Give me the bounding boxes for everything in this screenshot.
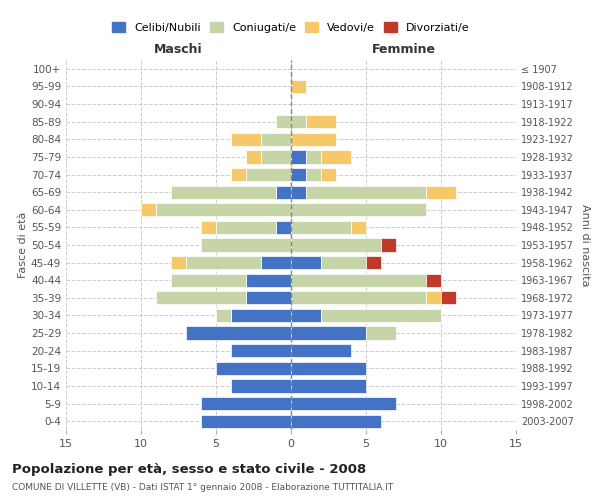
Bar xyxy=(276,221,291,234)
Bar xyxy=(291,362,366,375)
Bar xyxy=(216,221,276,234)
Bar xyxy=(291,291,426,304)
Bar xyxy=(381,238,396,252)
Bar xyxy=(291,80,306,93)
Bar xyxy=(291,132,336,146)
Bar xyxy=(231,309,291,322)
Text: COMUNE DI VILLETTE (VB) - Dati ISTAT 1° gennaio 2008 - Elaborazione TUTTITALIA.I: COMUNE DI VILLETTE (VB) - Dati ISTAT 1° … xyxy=(12,482,393,492)
Bar xyxy=(426,291,441,304)
Bar xyxy=(201,221,216,234)
Bar xyxy=(201,414,291,428)
Bar xyxy=(171,274,246,287)
Bar xyxy=(306,168,321,181)
Bar xyxy=(321,256,366,269)
Bar xyxy=(291,397,396,410)
Bar xyxy=(231,344,291,358)
Legend: Celibi/Nubili, Coniugati/e, Vedovi/e, Divorziati/e: Celibi/Nubili, Coniugati/e, Vedovi/e, Di… xyxy=(108,18,474,37)
Text: Maschi: Maschi xyxy=(154,44,203,57)
Bar xyxy=(261,132,291,146)
Bar xyxy=(246,291,291,304)
Bar xyxy=(246,150,261,164)
Bar xyxy=(156,203,291,216)
Bar xyxy=(291,186,306,198)
Bar xyxy=(246,274,291,287)
Bar xyxy=(231,168,246,181)
Bar xyxy=(351,221,366,234)
Bar xyxy=(276,186,291,198)
Bar xyxy=(186,326,291,340)
Bar xyxy=(216,309,231,322)
Bar xyxy=(231,380,291,392)
Bar xyxy=(171,256,186,269)
Bar xyxy=(291,309,321,322)
Bar xyxy=(171,186,276,198)
Bar xyxy=(306,186,426,198)
Text: Femmine: Femmine xyxy=(371,44,436,57)
Bar xyxy=(201,397,291,410)
Bar xyxy=(366,326,396,340)
Bar xyxy=(291,150,306,164)
Bar xyxy=(291,203,426,216)
Bar xyxy=(321,168,336,181)
Bar xyxy=(186,256,261,269)
Bar xyxy=(441,291,456,304)
Bar xyxy=(276,115,291,128)
Bar xyxy=(291,256,321,269)
Bar xyxy=(141,203,156,216)
Y-axis label: Anni di nascita: Anni di nascita xyxy=(580,204,590,286)
Bar xyxy=(231,132,261,146)
Bar xyxy=(291,238,381,252)
Bar xyxy=(246,168,291,181)
Y-axis label: Fasce di età: Fasce di età xyxy=(18,212,28,278)
Bar xyxy=(216,362,291,375)
Bar xyxy=(321,150,351,164)
Bar xyxy=(291,344,351,358)
Bar xyxy=(426,186,456,198)
Bar xyxy=(291,274,426,287)
Bar xyxy=(426,274,441,287)
Bar xyxy=(291,168,306,181)
Bar xyxy=(306,115,336,128)
Bar xyxy=(291,326,366,340)
Text: Popolazione per età, sesso e stato civile - 2008: Popolazione per età, sesso e stato civil… xyxy=(12,462,366,475)
Bar xyxy=(306,150,321,164)
Bar xyxy=(156,291,246,304)
Bar xyxy=(321,309,441,322)
Bar xyxy=(261,150,291,164)
Bar xyxy=(201,238,291,252)
Bar xyxy=(366,256,381,269)
Bar xyxy=(261,256,291,269)
Bar xyxy=(291,380,366,392)
Bar xyxy=(291,115,306,128)
Bar xyxy=(291,221,351,234)
Bar xyxy=(291,414,381,428)
